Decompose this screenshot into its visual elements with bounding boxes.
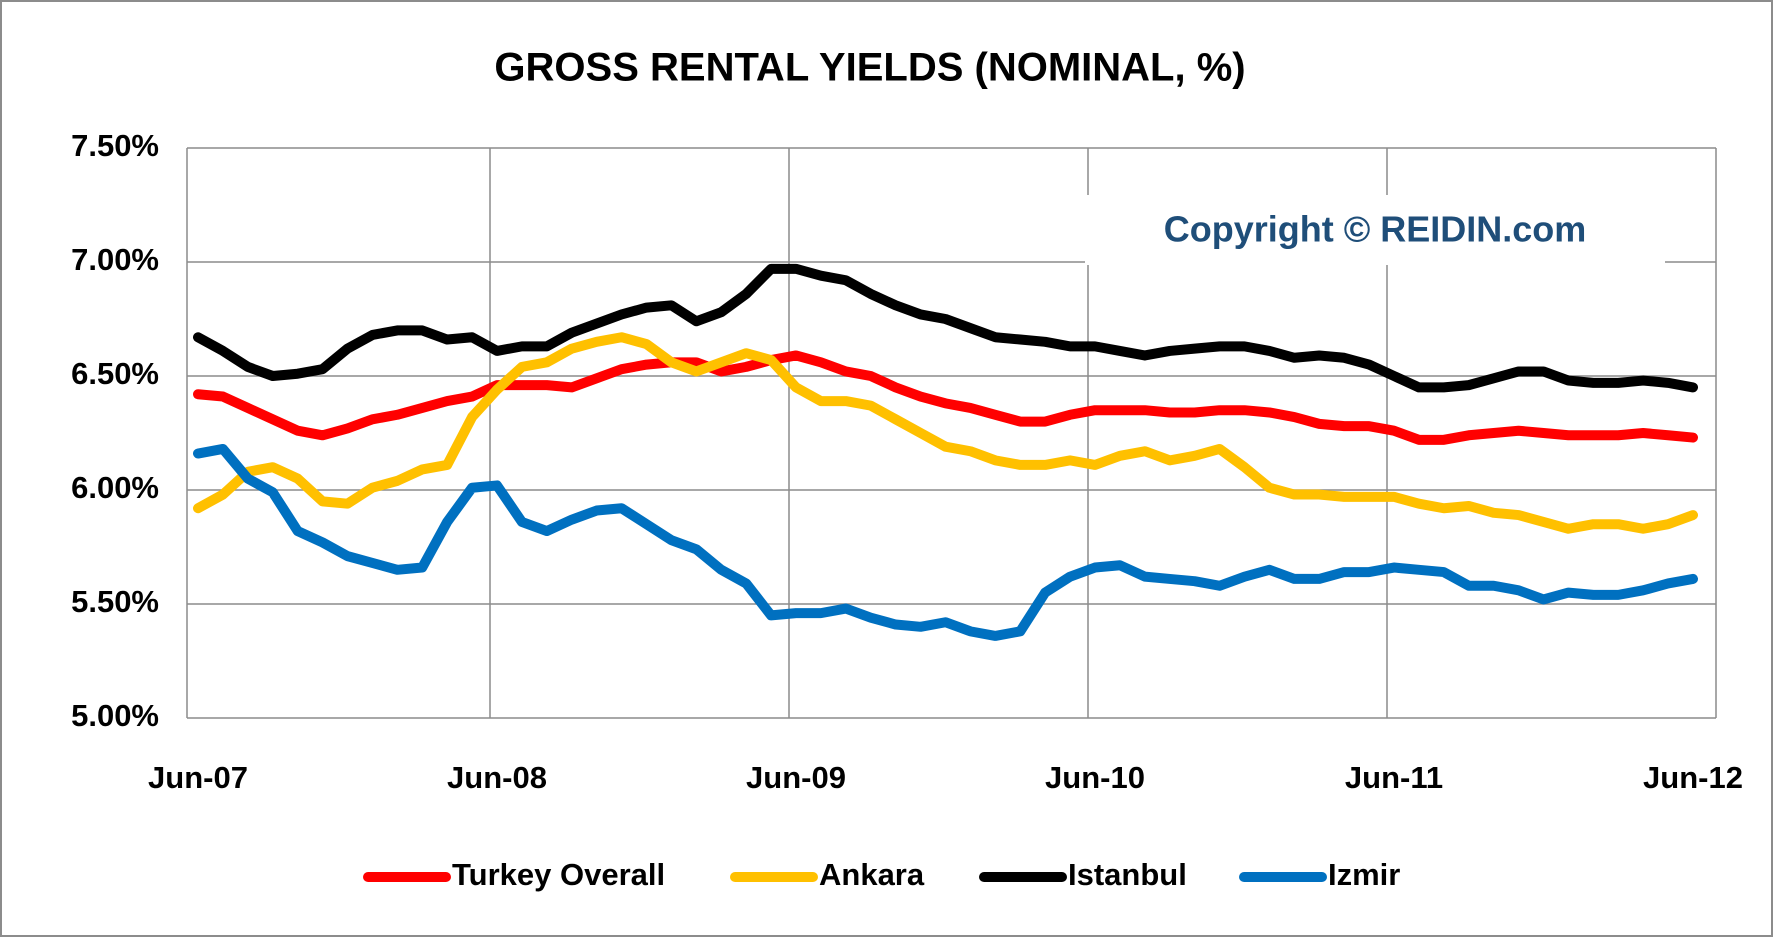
- series-line: [193, 332, 1698, 534]
- series-line: [193, 443, 1698, 641]
- lines: [193, 263, 1698, 641]
- y-tick-label: 7.00%: [71, 242, 159, 277]
- chart-title: GROSS RENTAL YIELDS (NOMINAL, %): [494, 46, 1245, 90]
- legend-label: Ankara: [819, 857, 925, 892]
- x-tick-label: Jun-09: [746, 760, 846, 795]
- series-line: [193, 350, 1698, 445]
- legend-label: Istanbul: [1068, 857, 1187, 892]
- grid: 5.00% 5.50% 6.00% 6.50% 7.00% 7.50% Jun-07 Jun-…: [71, 128, 1743, 795]
- y-tick-label: 5.00%: [71, 698, 159, 733]
- legend-label: Izmir: [1328, 857, 1400, 892]
- y-tick-label: 7.50%: [71, 128, 159, 163]
- y-tick-label: 6.50%: [71, 356, 159, 391]
- x-tick-label: Jun-08: [447, 760, 547, 795]
- annotation-background: [1085, 195, 1665, 265]
- legend-label: Turkey Overall: [452, 857, 665, 892]
- copyright-annotation: Copyright © REIDIN.com: [1164, 209, 1587, 250]
- series-line: [193, 263, 1698, 393]
- x-tick-label: Jun-11: [1345, 760, 1443, 795]
- legend: Turkey Overall Ankara Istanbul Izmir: [363, 857, 1400, 892]
- x-tick-label: Jun-07: [148, 760, 248, 795]
- y-tick-label: 5.50%: [71, 584, 159, 619]
- x-tick-label: Jun-12: [1643, 760, 1743, 795]
- y-tick-label: 6.00%: [71, 470, 159, 505]
- x-tick-label: Jun-10: [1045, 760, 1145, 795]
